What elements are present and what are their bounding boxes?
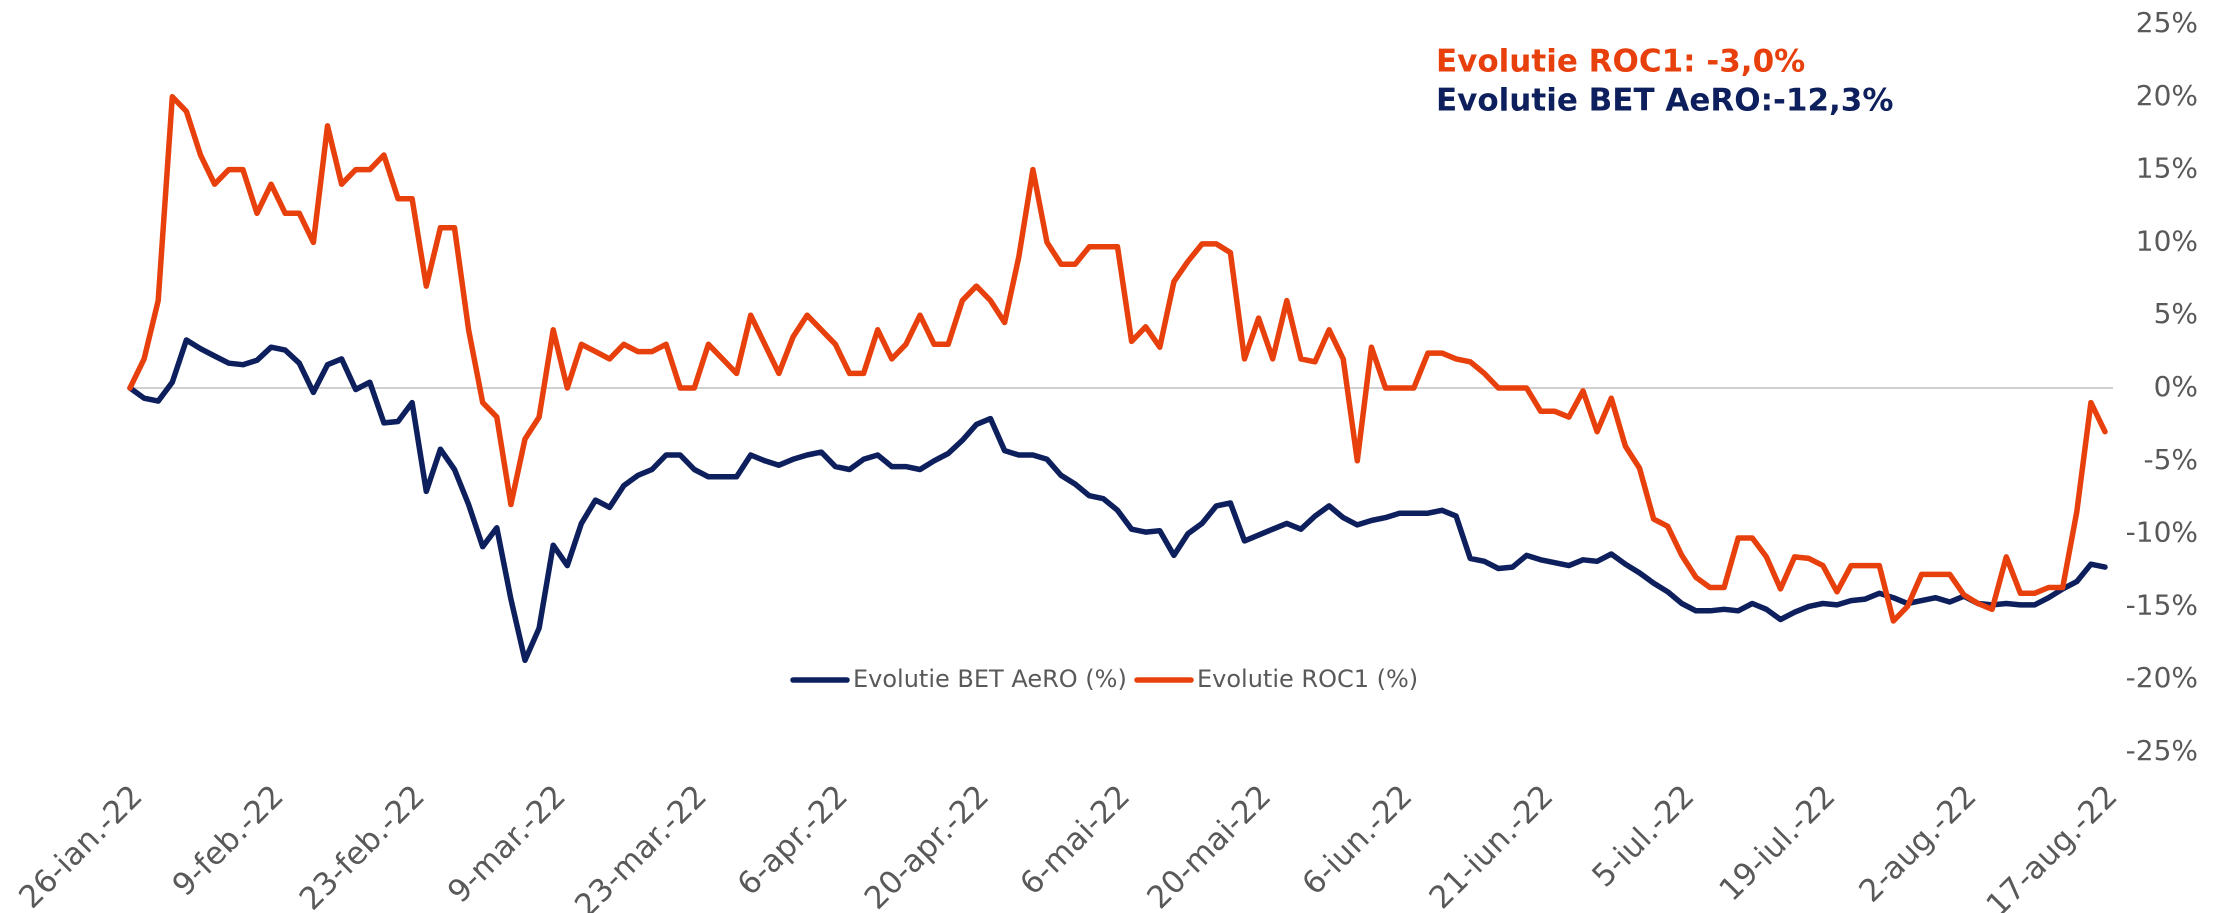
x-tick-label: 20-mai-22 — [1140, 778, 1278, 913]
x-tick-label: 19-iul.-22 — [1712, 778, 1842, 908]
x-tick-label: 26-ian.-22 — [12, 778, 149, 913]
series-line — [127, 337, 2108, 664]
y-tick-label: -25% — [2126, 734, 2198, 767]
legend-label: Evolutie BET AeRO (%) — [853, 665, 1127, 693]
x-tick-label: 17-aug.-22 — [1979, 778, 2124, 913]
y-tick-label: -15% — [2126, 588, 2198, 621]
x-tick-label: 9-feb.-22 — [166, 778, 291, 903]
legend-label: Evolutie ROC1 (%) — [1197, 665, 1418, 693]
x-tick-label: 6-apr.-22 — [731, 778, 855, 902]
annotation: Evolutie ROC1: -3,0% — [1436, 44, 1805, 80]
x-tick-label: 23-mar.-22 — [568, 778, 714, 913]
x-tick-label: 20-apr.-22 — [858, 778, 996, 913]
y-tick-label: 10% — [2136, 224, 2198, 257]
x-tick-label: 2-aug.-22 — [1852, 778, 1983, 909]
y-tick-label: 15% — [2136, 152, 2198, 185]
y-tick-label: 0% — [2154, 370, 2198, 403]
series-line — [127, 94, 2108, 624]
x-tick-label: 9-mar.-22 — [441, 778, 573, 910]
y-tick-label: 25% — [2136, 6, 2198, 39]
y-tick-label: 5% — [2154, 297, 2198, 330]
x-tick-label: 6-iun.-22 — [1295, 778, 1419, 902]
x-tick-label: 5-iul.-22 — [1585, 778, 1701, 894]
y-tick-label: -20% — [2126, 661, 2198, 694]
y-tick-label: 20% — [2136, 79, 2198, 112]
y-tick-label: -10% — [2126, 516, 2198, 549]
y-tick-label: -5% — [2143, 443, 2198, 476]
x-tick-label: 6-mai-22 — [1013, 778, 1137, 902]
annotation: Evolutie BET AeRO:-12,3% — [1436, 83, 1893, 119]
x-tick-label: 21-iun.-22 — [1422, 778, 1560, 913]
x-tick-label: 23-feb.-22 — [293, 778, 432, 913]
